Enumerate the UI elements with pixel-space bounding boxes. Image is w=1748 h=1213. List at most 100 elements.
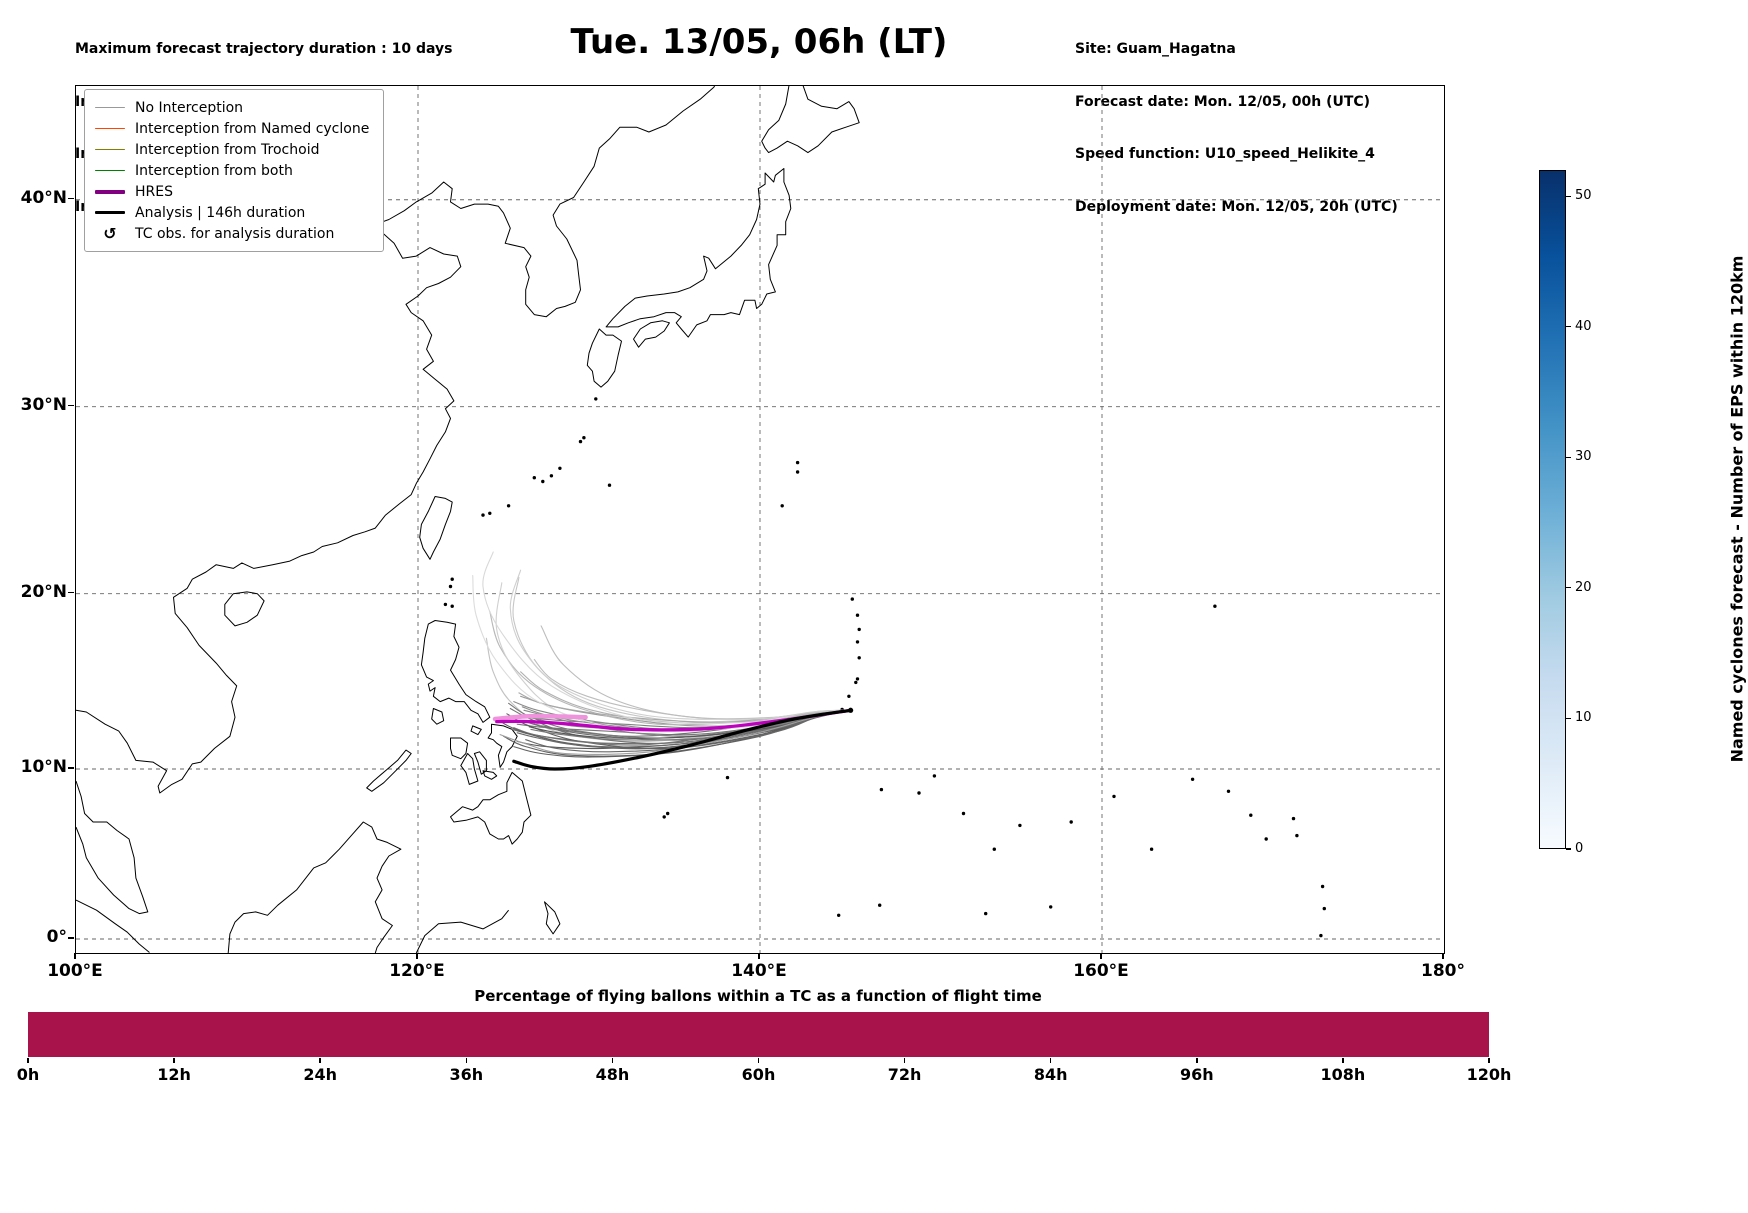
hour-tick-mark bbox=[319, 1058, 321, 1063]
bottom-chart-title: Percentage of flying ballons within a TC… bbox=[474, 987, 1042, 1005]
figure-title: Tue. 13/05, 06h (LT) bbox=[570, 22, 948, 62]
island-coastline bbox=[431, 708, 445, 725]
hour-tick-mark bbox=[757, 1058, 760, 1063]
hour-tick-label: 120h bbox=[1466, 1065, 1512, 1084]
x-tick-label: 140°E bbox=[731, 961, 787, 981]
small-island-dot bbox=[1322, 906, 1327, 911]
hour-tick-label: 96h bbox=[1179, 1065, 1214, 1084]
flight-bar-segment bbox=[1050, 1012, 1088, 1057]
island-coastline bbox=[761, 86, 860, 154]
flight-bar-segment bbox=[320, 1012, 357, 1057]
flight-bar-segment bbox=[831, 1012, 869, 1057]
colorbar-tick-mark bbox=[1566, 848, 1571, 850]
legend-label: Interception from Trochoid bbox=[135, 141, 320, 158]
small-island-dot bbox=[582, 436, 586, 440]
y-tick-mark bbox=[68, 937, 74, 939]
legend-label: No Interception bbox=[135, 99, 244, 116]
hour-tick-label: 24h bbox=[303, 1065, 338, 1084]
small-island-dot bbox=[578, 439, 583, 444]
flight-bar-segment bbox=[1197, 1012, 1234, 1057]
small-island-dot bbox=[1226, 789, 1231, 793]
flight-bar-segment bbox=[466, 1012, 503, 1057]
flight-bar-segment bbox=[1416, 1012, 1453, 1057]
y-tick-mark bbox=[68, 591, 74, 594]
hour-tick-label: 72h bbox=[887, 1065, 922, 1084]
small-island-dot bbox=[837, 913, 841, 917]
coastline bbox=[76, 86, 716, 794]
flight-bar-segment bbox=[758, 1012, 796, 1057]
flight-bar-segment bbox=[356, 1012, 394, 1057]
flight-bar-segment bbox=[977, 1012, 1015, 1057]
small-island-dot bbox=[450, 577, 454, 581]
island-coastline bbox=[419, 496, 453, 560]
flight-bar-segment bbox=[1233, 1012, 1271, 1057]
x-tick-label: 100°E bbox=[47, 961, 103, 981]
flight-bar-segment bbox=[612, 1012, 650, 1057]
island-coastline bbox=[544, 901, 561, 935]
flight-bar-segment bbox=[539, 1012, 576, 1057]
flight-bar-segment bbox=[1343, 1012, 1380, 1057]
small-island-dot bbox=[961, 811, 966, 816]
hour-tick-mark bbox=[1049, 1058, 1052, 1063]
flight-bar-segment bbox=[1270, 1012, 1307, 1057]
legend-item: ↺ TC obs. for analysis duration bbox=[95, 223, 369, 244]
colorbar-tick-mark bbox=[1566, 587, 1571, 589]
island-coastline bbox=[487, 723, 518, 768]
small-island-dot bbox=[1264, 837, 1268, 841]
coastline bbox=[76, 899, 150, 953]
flight-bar-segment bbox=[429, 1012, 467, 1057]
legend-label: Analysis | 146h duration bbox=[135, 204, 306, 221]
map-legend: No Interception Interception from Named c… bbox=[84, 89, 385, 252]
small-island-dot bbox=[850, 597, 854, 601]
hour-tick-mark bbox=[1488, 1058, 1490, 1063]
small-island-dot bbox=[506, 504, 511, 508]
legend-line-swatch bbox=[95, 211, 125, 214]
hour-tick-label: 0h bbox=[16, 1065, 40, 1084]
flight-bar-segment bbox=[1014, 1012, 1051, 1057]
flight-bar-segment bbox=[685, 1012, 723, 1057]
trajectory-map-canvas bbox=[76, 86, 1444, 953]
small-island-dot bbox=[992, 847, 996, 851]
flight-bar-segment bbox=[1452, 1012, 1490, 1057]
legend-line-swatch bbox=[95, 148, 125, 151]
colorbar-tick-label: 20 bbox=[1575, 579, 1592, 595]
island-coastline bbox=[482, 770, 498, 780]
ensemble-trajectory bbox=[509, 569, 852, 720]
y-tick-label: 10°N bbox=[20, 757, 67, 777]
hour-tick-mark bbox=[1196, 1058, 1198, 1063]
small-island-dot bbox=[1213, 604, 1217, 608]
legend-line-swatch bbox=[95, 127, 125, 130]
header-line: Speed function: U10_speed_Helikite_4 bbox=[1075, 146, 1375, 162]
small-island-dot bbox=[879, 787, 884, 792]
legend-item: No Interception bbox=[95, 97, 369, 118]
island-coastline bbox=[470, 725, 482, 736]
small-island-dot bbox=[1018, 823, 1022, 828]
header-right: Site: Guam_Hagatna Forecast date: Mon. 1… bbox=[1075, 6, 1398, 251]
hour-tick-label: 84h bbox=[1033, 1065, 1068, 1084]
legend-label: Interception from both bbox=[135, 162, 293, 179]
colorbar-tick-mark bbox=[1566, 326, 1571, 328]
small-island-dot bbox=[855, 613, 860, 617]
small-island-dot bbox=[450, 604, 454, 608]
small-island-dot bbox=[488, 511, 492, 515]
colorbar-tick-label: 40 bbox=[1575, 318, 1592, 334]
x-tick-label: 160°E bbox=[1073, 961, 1129, 981]
x-tick-mark bbox=[1442, 953, 1444, 959]
small-island-dot bbox=[541, 479, 545, 484]
flight-bar-segment bbox=[1379, 1012, 1417, 1057]
island-coastline bbox=[450, 771, 532, 845]
ensemble-trajectory bbox=[533, 658, 852, 720]
map-frame: No Interception Interception from Named c… bbox=[75, 85, 1445, 954]
x-tick-label: 180° bbox=[1421, 961, 1465, 981]
small-island-dot bbox=[795, 460, 800, 465]
small-island-dot bbox=[1319, 933, 1323, 938]
hour-tick-label: 12h bbox=[157, 1065, 191, 1084]
tc-obs-track bbox=[492, 713, 588, 722]
flight-bar-segment bbox=[1123, 1012, 1161, 1057]
small-island-dot bbox=[857, 627, 861, 632]
legend-line bbox=[95, 189, 125, 194]
hour-tick-label: 48h bbox=[595, 1065, 630, 1084]
header-line: Maximum forecast trajectory duration : 1… bbox=[75, 41, 453, 57]
hour-tick-mark bbox=[903, 1058, 906, 1063]
flight-bar-segment bbox=[575, 1012, 613, 1057]
